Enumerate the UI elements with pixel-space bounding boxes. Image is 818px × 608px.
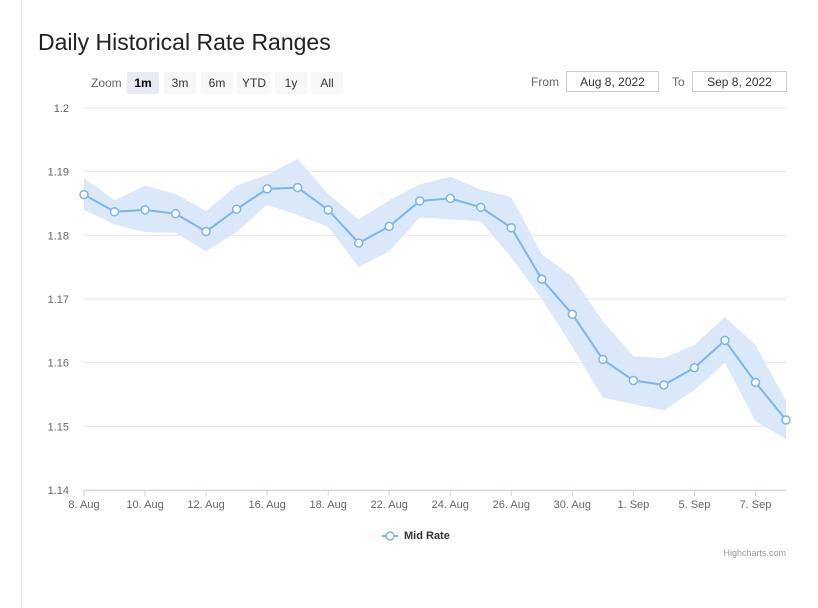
zoom-button-ytd[interactable]: YTD: [237, 72, 271, 94]
range-from-label: From: [531, 75, 559, 89]
mid-rate-point: [353, 238, 364, 248]
mid-rate-point: [720, 335, 730, 346]
mid-rate-point: [476, 202, 486, 213]
page-left-border: [21, 0, 22, 608]
legend-line-marker-icon: [382, 531, 398, 541]
y-tick-label: 1.18: [48, 230, 69, 242]
x-tick-label: 24. Aug: [432, 499, 469, 511]
credits-link[interactable]: Highcharts.com: [723, 548, 786, 558]
x-tick-label: 1. Sep: [617, 499, 649, 511]
x-tick-label: 5. Sep: [679, 499, 711, 511]
mid-rate-point: [689, 363, 700, 373]
mid-rate-point: [659, 380, 669, 390]
mid-rate-point: [567, 309, 578, 320]
mid-rate-point: [109, 207, 120, 217]
y-tick-label: 1.2: [54, 103, 69, 115]
mid-rate-point: [262, 184, 272, 194]
x-tick-label: 18. Aug: [310, 499, 347, 511]
zoom-button-3m[interactable]: 3m: [164, 72, 196, 94]
mid-rate-point: [231, 204, 242, 214]
x-tick-label: 8. Aug: [68, 499, 99, 511]
mid-rate-point: [414, 196, 425, 206]
rate-range-band: [84, 158, 786, 440]
x-tick-label: 26. Aug: [493, 499, 530, 511]
mid-rate-point: [537, 274, 547, 285]
range-to-label: To: [672, 75, 685, 89]
y-tick-label: 1.15: [48, 421, 69, 433]
legend-label: Mid Rate: [404, 530, 450, 542]
mid-rate-point: [323, 205, 333, 215]
x-tick-label: 30. Aug: [554, 499, 591, 511]
mid-rate-point: [628, 375, 639, 386]
y-tick-label: 1.14: [48, 485, 69, 497]
mid-rate-point: [292, 182, 303, 193]
mid-rate-point: [140, 205, 150, 215]
mid-rate-point: [598, 354, 608, 365]
y-tick-label: 1.19: [48, 167, 69, 179]
range-from-input[interactable]: Aug 8, 2022: [566, 71, 659, 92]
mid-rate-point: [170, 208, 181, 219]
zoom-button-all[interactable]: All: [311, 72, 343, 94]
mid-rate-line: [83, 186, 787, 421]
mid-rate-point: [79, 189, 89, 200]
mid-rate-point: [384, 221, 394, 232]
range-to-input[interactable]: Sep 8, 2022: [692, 71, 787, 92]
y-tick-label: 1.16: [48, 358, 69, 370]
x-tick-label: 12. Aug: [187, 499, 224, 511]
y-tick-label: 1.17: [48, 294, 69, 306]
zoom-button-6m[interactable]: 6m: [201, 72, 233, 94]
zoom-button-1m[interactable]: 1m: [127, 72, 159, 94]
x-tick-label: 10. Aug: [126, 499, 163, 511]
x-tick-label: 16. Aug: [248, 499, 285, 511]
zoom-button-1y[interactable]: 1y: [275, 72, 307, 94]
mid-rate-point: [201, 226, 211, 237]
mid-rate-point: [506, 222, 517, 233]
mid-rate-point: [445, 193, 456, 204]
mid-rate-point: [750, 377, 761, 388]
x-tick-label: 22. Aug: [371, 499, 408, 511]
x-tick-label: 7. Sep: [740, 499, 772, 511]
zoom-label: Zoom: [91, 76, 122, 90]
legend-item-mid-rate[interactable]: Mid Rate: [382, 528, 450, 544]
chart-title: Daily Historical Rate Ranges: [38, 29, 331, 55]
mid-rate-point: [781, 415, 791, 425]
